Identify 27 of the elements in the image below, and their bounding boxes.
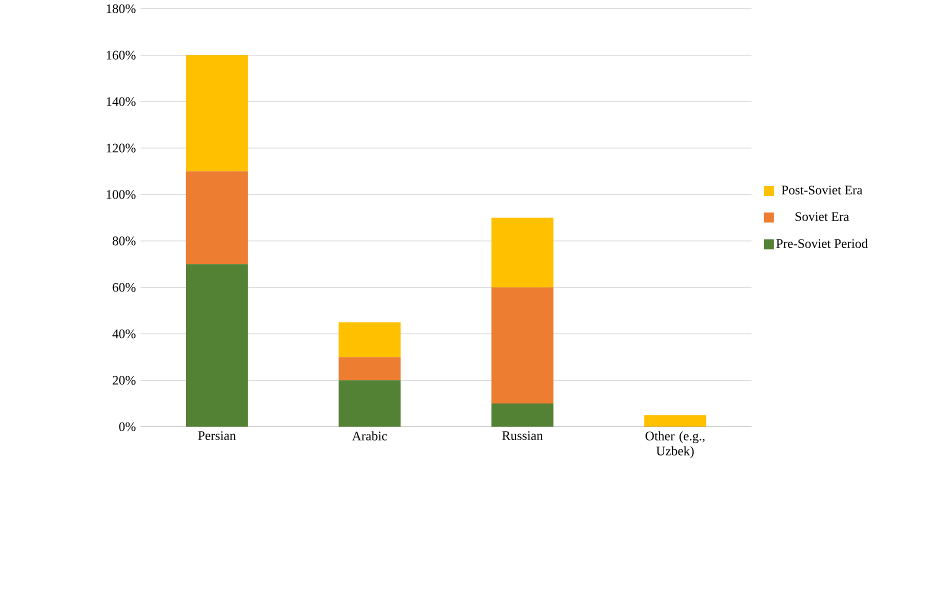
y-tick-label: 100% xyxy=(106,190,136,199)
bar xyxy=(186,55,248,172)
x-tick-label: Russian xyxy=(502,431,543,440)
bar xyxy=(186,171,248,264)
y-tick-label: 80% xyxy=(112,236,136,246)
bar xyxy=(186,264,248,427)
bar xyxy=(491,404,554,427)
y-tick-label: 0% xyxy=(119,422,136,432)
y-tick-label: 40% xyxy=(112,329,136,338)
bar xyxy=(338,380,401,427)
legend-label: Soviet Era xyxy=(796,212,850,222)
bar xyxy=(338,322,401,358)
bar xyxy=(491,218,554,288)
x-tick-label: Arabic xyxy=(352,431,387,440)
y-tick-label: 140% xyxy=(106,97,136,106)
bar xyxy=(644,415,706,427)
x-tick-label: Persian xyxy=(198,431,236,440)
legend-label: Post-Soviet Era xyxy=(782,186,862,194)
y-tick-label: 60% xyxy=(112,283,136,292)
y-tick-label: 180% xyxy=(106,4,136,14)
legend-label: Pre-Soviet Period xyxy=(776,238,868,248)
x-tick-label: Other (e.g., Uzbek) xyxy=(646,431,704,458)
bar xyxy=(491,287,554,404)
y-tick-label: 20% xyxy=(112,376,136,385)
bar xyxy=(338,357,401,380)
y-tick-label: 160% xyxy=(106,50,136,60)
y-tick-label: 120% xyxy=(106,144,136,153)
